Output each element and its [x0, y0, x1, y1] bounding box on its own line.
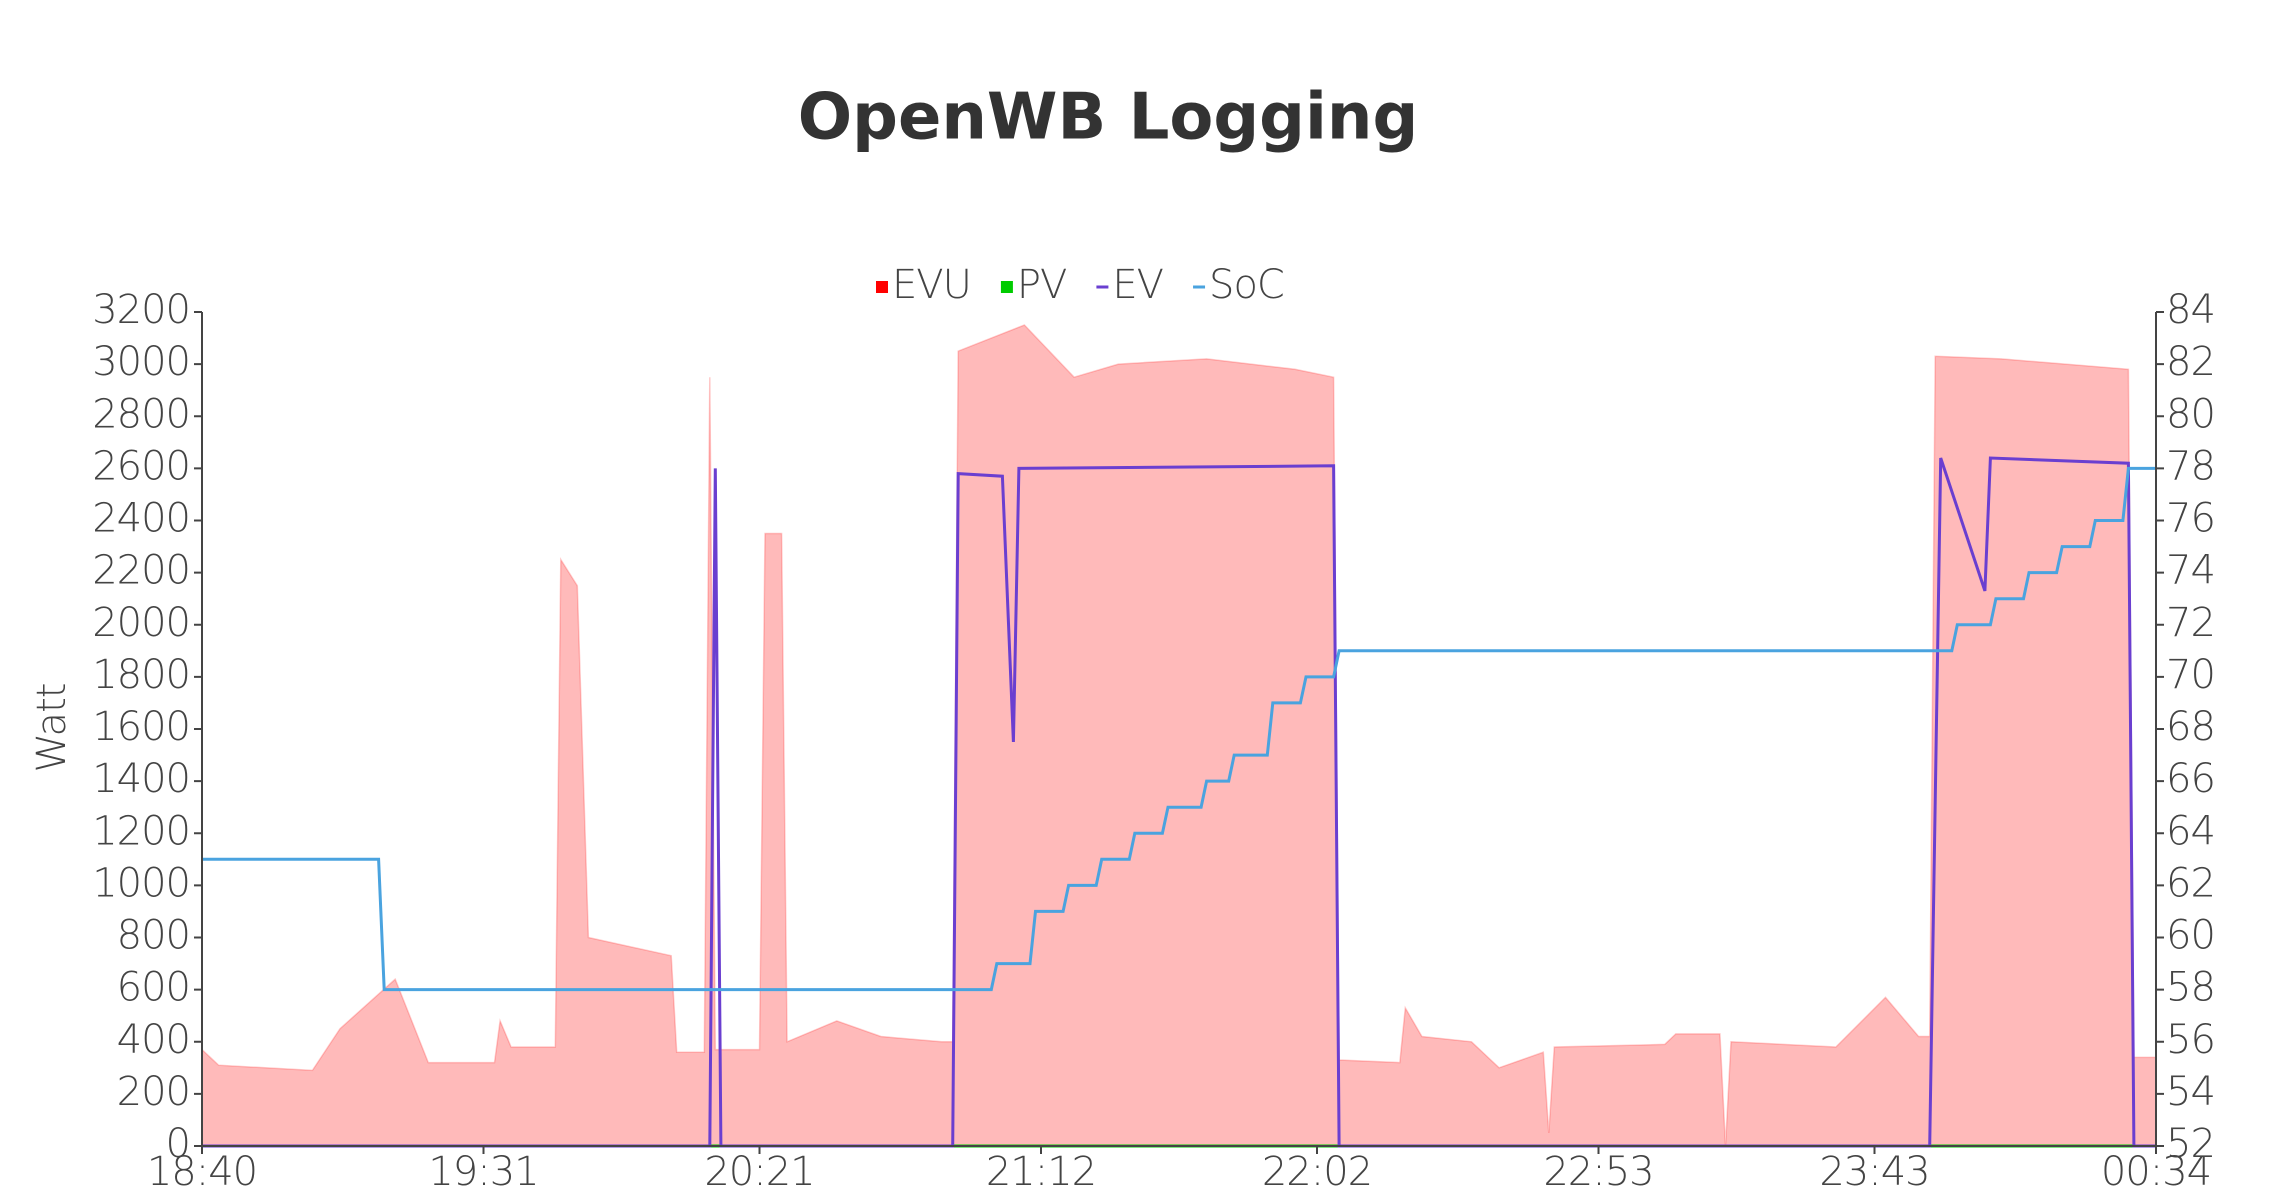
y-tick-label: 800 — [117, 913, 190, 959]
y-tick-label: 1800 — [92, 652, 190, 698]
legend-marker — [1000, 281, 1013, 293]
y2-tick-label: 76 — [2166, 496, 2215, 542]
y2-tick-label: 80 — [2166, 391, 2215, 437]
x-tick-label: 20:21 — [704, 1149, 814, 1192]
y-tick-label: 2000 — [92, 600, 190, 646]
y2-tick-label: 66 — [2166, 756, 2215, 802]
y2-tick-label: 84 — [2166, 287, 2215, 333]
legend: EVU PV EV SoC — [876, 262, 1285, 308]
y2-tick-label: 64 — [2166, 808, 2215, 854]
x-tick-label: 23:43 — [1819, 1149, 1929, 1192]
y2-tick-label: 70 — [2166, 652, 2215, 698]
y-tick-label: 1600 — [92, 704, 190, 750]
y2-tick-label: 68 — [2166, 704, 2215, 750]
legend-label: PV — [1017, 262, 1067, 308]
y-tick-label: 2200 — [92, 548, 190, 594]
y-tick-label: 2400 — [92, 496, 190, 542]
y2-tick-label: 74 — [2166, 548, 2215, 594]
x-tick-label: 19:31 — [428, 1149, 538, 1192]
y2-tick-label: 54 — [2166, 1069, 2215, 1115]
y-tick-label: 600 — [117, 965, 190, 1011]
x-tick-label: 21:12 — [986, 1149, 1096, 1192]
legend-label: EV — [1112, 262, 1163, 308]
x-tick-label: 22:53 — [1543, 1149, 1653, 1192]
series-line — [202, 466, 2156, 992]
legend-label: EVU — [892, 262, 971, 308]
legend-label: SoC — [1209, 262, 1284, 308]
chart-title: OpenWB Logging — [798, 81, 1419, 155]
x-tick-label: 18:40 — [147, 1149, 257, 1192]
y2-tick-label: 78 — [2166, 443, 2215, 489]
y-tick-label: 1000 — [92, 860, 190, 906]
series-line — [202, 456, 2156, 1148]
x-tick-label: 00:34 — [2101, 1149, 2211, 1192]
y-tick-label: 200 — [117, 1069, 190, 1115]
y2-tick-label: 58 — [2166, 965, 2215, 1011]
y2-tick-label: 52 — [2166, 1121, 2215, 1167]
y2-tick-label: 60 — [2166, 913, 2215, 959]
area — [201, 324, 2157, 1147]
y2-tick-label: 72 — [2166, 600, 2215, 646]
y-tick-label: 3000 — [92, 339, 190, 385]
y-tick-label: 3200 — [92, 287, 190, 333]
y-tick-label: 2800 — [92, 391, 190, 437]
y-tick-label: 2600 — [92, 443, 190, 489]
legend-marker — [876, 281, 888, 293]
y2-tick-label: 82 — [2166, 339, 2215, 385]
y2-tick-label: 56 — [2166, 1017, 2215, 1063]
y-axis-label: Watt — [29, 684, 75, 773]
y-tick-label: 0 — [166, 1121, 190, 1167]
y-tick-label: 400 — [117, 1017, 190, 1063]
y-tick-label: 1400 — [92, 756, 190, 802]
y-tick-label: 1200 — [92, 808, 190, 854]
y2-tick-label: 62 — [2166, 860, 2215, 906]
x-tick-label: 22:02 — [1262, 1149, 1372, 1192]
